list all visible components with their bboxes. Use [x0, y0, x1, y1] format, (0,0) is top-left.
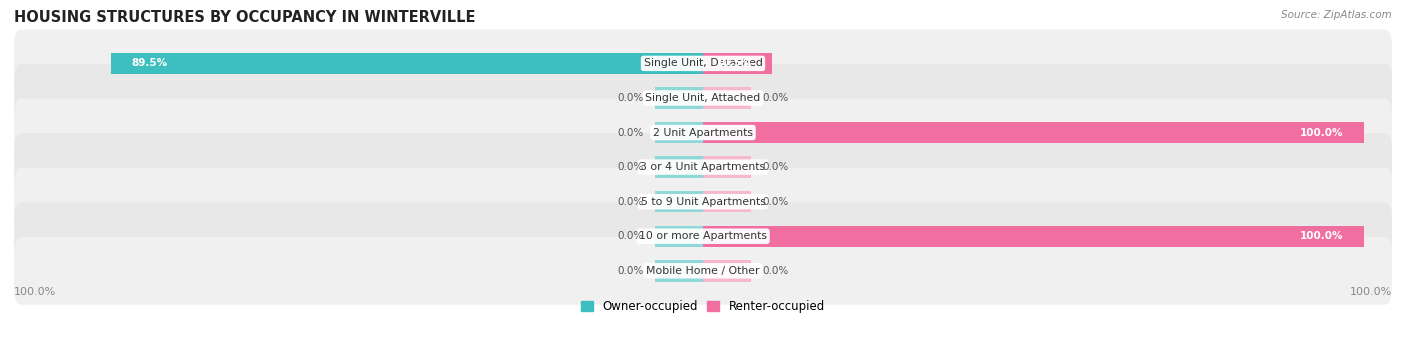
Bar: [703, 225, 1364, 247]
Text: 89.5%: 89.5%: [132, 58, 167, 69]
Text: 0.0%: 0.0%: [762, 197, 789, 207]
Text: Single Unit, Attached: Single Unit, Attached: [645, 93, 761, 103]
Bar: [655, 225, 703, 247]
FancyBboxPatch shape: [14, 168, 1392, 236]
Bar: [703, 157, 751, 178]
Text: 100.0%: 100.0%: [1301, 231, 1344, 241]
Bar: [655, 157, 703, 178]
Bar: [703, 191, 751, 212]
Bar: [703, 122, 1364, 143]
Text: 100.0%: 100.0%: [1350, 287, 1392, 297]
Text: 0.0%: 0.0%: [762, 266, 789, 276]
Text: 0.0%: 0.0%: [617, 231, 644, 241]
Bar: [655, 191, 703, 212]
Legend: Owner-occupied, Renter-occupied: Owner-occupied, Renter-occupied: [576, 295, 830, 317]
Bar: [703, 53, 772, 74]
Text: 0.0%: 0.0%: [617, 266, 644, 276]
Bar: [703, 260, 751, 282]
Text: Source: ZipAtlas.com: Source: ZipAtlas.com: [1281, 10, 1392, 20]
Text: 10.5%: 10.5%: [716, 58, 752, 69]
FancyBboxPatch shape: [14, 64, 1392, 132]
FancyBboxPatch shape: [14, 237, 1392, 305]
Bar: [655, 260, 703, 282]
FancyBboxPatch shape: [14, 30, 1392, 97]
Bar: [655, 87, 703, 109]
Text: 100.0%: 100.0%: [1301, 128, 1344, 137]
Text: 3 or 4 Unit Apartments: 3 or 4 Unit Apartments: [641, 162, 765, 172]
Text: 100.0%: 100.0%: [14, 287, 56, 297]
Text: 0.0%: 0.0%: [762, 93, 789, 103]
FancyBboxPatch shape: [14, 133, 1392, 201]
Bar: [655, 122, 703, 143]
Text: 0.0%: 0.0%: [617, 197, 644, 207]
Bar: [111, 53, 703, 74]
Bar: [703, 87, 751, 109]
Text: Mobile Home / Other: Mobile Home / Other: [647, 266, 759, 276]
Text: 0.0%: 0.0%: [617, 162, 644, 172]
FancyBboxPatch shape: [14, 202, 1392, 270]
Text: Single Unit, Detached: Single Unit, Detached: [644, 58, 762, 69]
Text: HOUSING STRUCTURES BY OCCUPANCY IN WINTERVILLE: HOUSING STRUCTURES BY OCCUPANCY IN WINTE…: [14, 10, 475, 25]
Text: 10 or more Apartments: 10 or more Apartments: [638, 231, 768, 241]
Text: 0.0%: 0.0%: [762, 162, 789, 172]
Text: 2 Unit Apartments: 2 Unit Apartments: [652, 128, 754, 137]
Text: 0.0%: 0.0%: [617, 128, 644, 137]
FancyBboxPatch shape: [14, 99, 1392, 166]
Text: 5 to 9 Unit Apartments: 5 to 9 Unit Apartments: [641, 197, 765, 207]
Text: 0.0%: 0.0%: [617, 93, 644, 103]
